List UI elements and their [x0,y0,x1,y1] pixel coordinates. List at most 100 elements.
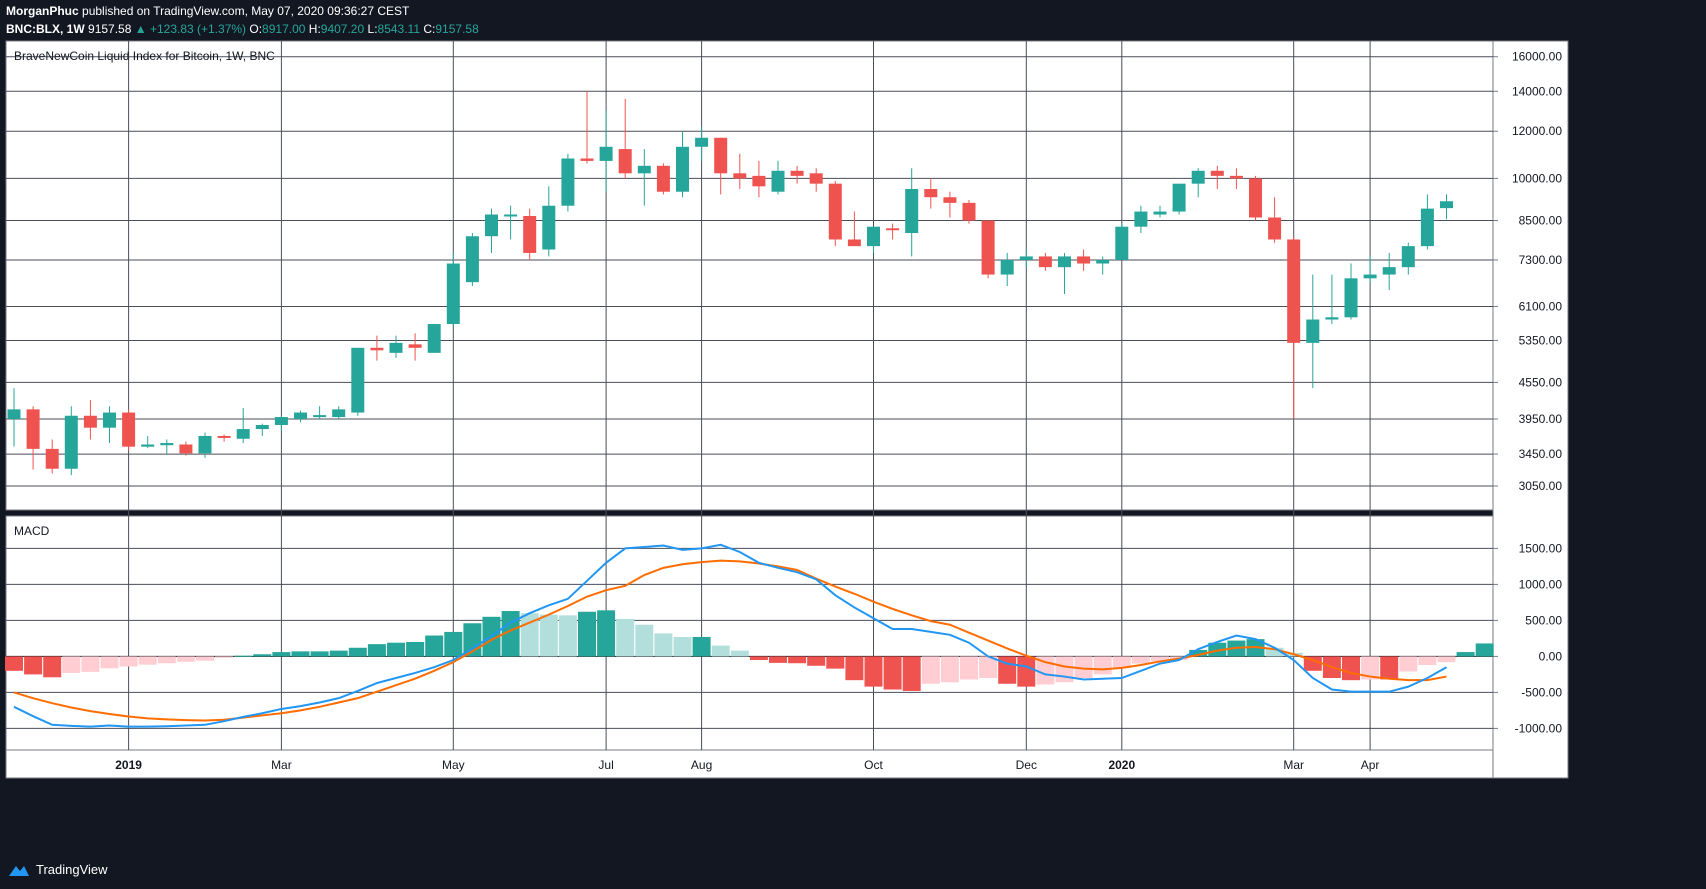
tradingview-brand[interactable]: TradingView [8,862,108,877]
candle-body [274,417,288,425]
candle [1325,274,1339,325]
macd-histogram-bar [425,635,444,657]
candle-body [523,215,537,253]
high-label: H: [308,22,321,36]
candle [427,324,441,353]
macd-histogram-bar [5,656,23,671]
x-tick-label: 2019 [115,758,142,772]
macd-histogram-bar [692,636,711,657]
macd-histogram-bar [1475,643,1494,657]
candle-body [1306,319,1320,343]
x-tick-label: Mar [1283,758,1304,772]
y-tick-label: 7300.00 [1519,253,1563,267]
macd-histogram-bar [1437,656,1456,663]
candle-body [1134,211,1148,227]
candle [294,410,307,423]
candle-body [160,443,174,446]
candle [465,233,479,287]
author-name[interactable]: MorganPhuc [6,4,79,18]
macd-histogram-bar [711,645,730,657]
macd-histogram-bar [43,656,62,678]
macd-tick-label: -1000.00 [1515,721,1563,735]
macd-histogram-bar [539,614,558,657]
open-value: 8917.00 [262,22,306,36]
candle-body [1287,239,1301,343]
candle [714,137,728,195]
candle-body [943,197,957,203]
macd-histogram-bar [310,651,329,657]
candle [1249,175,1262,221]
candle [790,165,804,184]
macd-histogram-bar [329,650,348,657]
last-price: 9157.58 [88,22,132,36]
candle [523,208,537,260]
macd-histogram-bar [845,656,864,681]
macd-histogram-bar [902,656,921,691]
macd-histogram-bar [62,656,81,673]
macd-histogram-bar [1418,656,1437,666]
candle-body [122,412,136,447]
y-tick-label: 12000.00 [1512,124,1562,138]
candle [1191,168,1205,198]
macd-tick-label: -500.00 [1521,685,1562,699]
candle [905,168,919,257]
candle [1134,205,1148,234]
macd-histogram-bar [100,656,119,669]
candle [1229,168,1243,190]
publish-info: MorganPhuc published on TradingView.com,… [6,4,409,18]
macd-histogram-bar [1131,656,1150,664]
candle-body [1382,267,1396,275]
y-tick-label: 8500.00 [1519,214,1563,228]
candle [1420,194,1434,250]
macd-histogram-bar [673,636,692,657]
candle [1096,256,1110,275]
candle [351,347,365,416]
macd-histogram-bar [883,656,902,690]
macd-histogram-bar [597,610,616,657]
macd-histogram-bar [444,631,463,657]
y-tick-label: 4550.00 [1519,375,1563,389]
candle [962,200,976,224]
macd-histogram-bar [921,656,940,684]
macd-histogram-bar [196,656,214,661]
candle [1287,236,1301,420]
candle-body [1115,226,1129,260]
macd-pane-title: MACD [14,524,50,538]
macd-histogram-bar [558,615,577,657]
candle-body [886,228,900,231]
candle-body [676,146,689,192]
candle-body [504,214,518,217]
candle-body [981,220,995,275]
x-tick-label: Jul [598,758,613,772]
macd-histogram-bar [1208,642,1227,657]
x-tick-label: Dec [1016,758,1037,772]
candle-body [217,435,231,438]
published-text: published on TradingView.com, May 07, 20… [82,4,410,18]
macd-histogram-bar [940,656,959,683]
candle [370,335,384,361]
candle [446,252,460,327]
candle [179,441,193,456]
candle-body [1191,170,1205,184]
candle-body [141,444,155,447]
macd-histogram-bar [578,611,596,657]
candle [141,435,155,449]
low-value: 8543.11 [377,22,421,36]
macd-histogram-bar [157,656,176,664]
candle [1382,252,1396,291]
candle-body [771,170,785,192]
candle-body [1019,256,1033,260]
candle-body [370,347,384,351]
candle-body [809,173,823,184]
open-label: O: [249,22,263,36]
price-axis [1492,40,1569,779]
candle-body [83,415,97,428]
candle-body [962,202,976,221]
candle-body [1000,259,1014,275]
x-tick-label: Mar [271,758,292,772]
candle-body [64,415,78,469]
macd-histogram-bar [788,656,807,664]
symbol-label[interactable]: BNC:BLX, 1W [6,22,85,36]
ohlc-legend: BNC:BLX, 1W 9157.58 ▲ +123.83 (+1.37%) O… [6,22,479,36]
